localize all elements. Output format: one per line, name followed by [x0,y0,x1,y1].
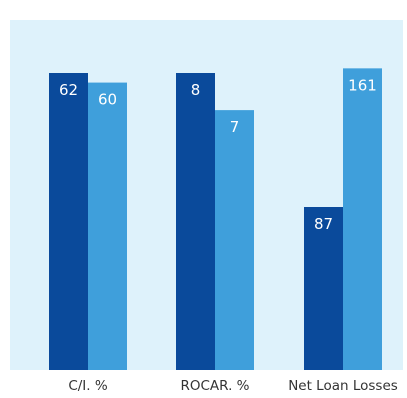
x-tick-label-2: ROCAR. % [181,378,250,394]
data-label-1-3: 87 [314,215,333,233]
bar-2-1 [88,82,127,371]
bar-2-2 [215,110,254,370]
x-tick-label-3: Net Loan Losses [288,378,398,394]
data-label-2-3: 161 [348,76,377,94]
bar-2-3 [343,68,382,370]
bar-1-1 [49,73,88,370]
x-tick-labels-group: C/I. % ROCAR. % Net Loan Losses [68,378,397,394]
data-label-2-1: 60 [98,91,117,109]
bar-1-3 [304,207,343,370]
bar-1-2 [176,73,215,370]
data-label-1-1: 62 [59,81,78,99]
data-label-2-2: 7 [230,118,240,136]
x-tick-label-1: C/I. % [68,378,108,394]
bars-group [49,68,382,371]
data-label-1-2: 8 [191,81,201,99]
